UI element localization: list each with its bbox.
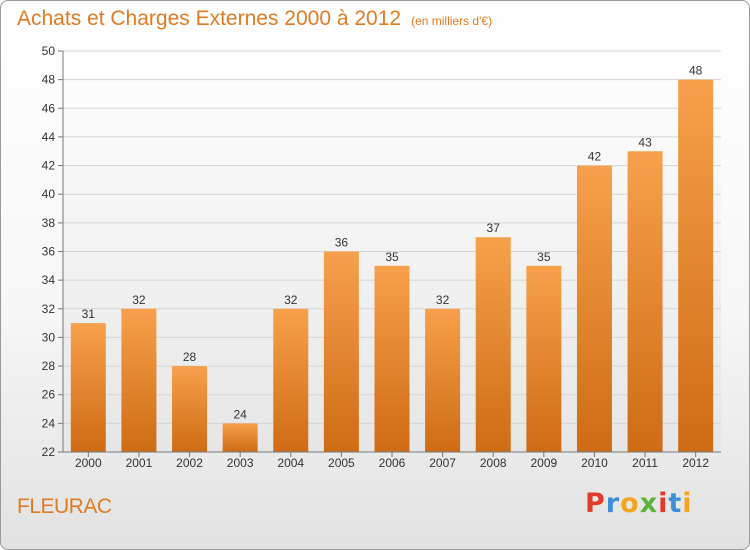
x-tick-label: 2007 xyxy=(429,456,456,470)
x-tick-label: 2006 xyxy=(379,456,406,470)
bar xyxy=(627,151,663,452)
x-tick-label: 2002 xyxy=(176,456,203,470)
data-label: 31 xyxy=(82,307,96,321)
unit-label: (en milliers d'€) xyxy=(411,14,493,28)
data-label: 43 xyxy=(638,135,652,149)
y-tick-label: 48 xyxy=(42,73,56,87)
y-tick-label: 50 xyxy=(42,44,56,58)
data-label: 24 xyxy=(233,407,247,421)
y-tick-label: 24 xyxy=(42,416,56,430)
x-tick-label: 2010 xyxy=(581,456,608,470)
y-tick-label: 46 xyxy=(42,101,56,115)
data-label: 35 xyxy=(385,250,399,264)
data-label: 37 xyxy=(487,221,501,235)
x-tick-label: 2004 xyxy=(277,456,304,470)
y-tick-label: 36 xyxy=(42,245,56,259)
x-axis: 2000 2001 2002 2003 2004 2005 2006 2007 2008 2009… xyxy=(63,451,721,470)
data-label: 32 xyxy=(132,293,146,307)
y-tick-label: 26 xyxy=(42,388,56,402)
bar xyxy=(273,308,309,452)
logo-letter: t xyxy=(668,488,683,519)
logo-letter: i xyxy=(682,488,693,519)
x-tick-label: 2003 xyxy=(227,456,254,470)
logo-letter: x xyxy=(639,488,659,519)
logo-letter: o xyxy=(620,488,640,519)
y-axis: 22 24 26 28 30 32 34 36 38 40 42 44 46 48 50 xyxy=(42,44,64,459)
data-label: 48 xyxy=(689,64,703,78)
y-tick-label: 32 xyxy=(42,302,56,316)
data-label: 28 xyxy=(183,350,197,364)
data-label: 35 xyxy=(537,250,551,264)
bar xyxy=(425,308,461,452)
x-tick-label: 2012 xyxy=(682,456,709,470)
data-label: 32 xyxy=(436,293,450,307)
proxiti-logo: Proxiti xyxy=(585,488,693,519)
bar xyxy=(70,323,106,452)
x-tick-label: 2009 xyxy=(530,456,557,470)
y-tick-label: 28 xyxy=(42,359,56,373)
x-tick-label: 2005 xyxy=(328,456,355,470)
bar xyxy=(526,265,562,452)
chart-title: Achats et Charges Externes 2000 à 2012 (e… xyxy=(17,7,492,31)
x-tick-label: 2001 xyxy=(126,456,153,470)
bar xyxy=(374,265,410,452)
data-labels: 31 32 28 24 32 36 35 32 37 35 42 43 48 xyxy=(82,64,703,422)
x-tick-label: 2008 xyxy=(480,456,507,470)
y-tick-label: 34 xyxy=(42,273,56,287)
logo-letter: P xyxy=(585,488,606,519)
x-tick-label: 2011 xyxy=(632,456,658,470)
bar xyxy=(172,366,208,452)
data-label: 36 xyxy=(335,236,349,250)
data-label: 32 xyxy=(284,293,298,307)
y-tick-label: 42 xyxy=(42,159,56,173)
bar xyxy=(121,308,157,452)
bar xyxy=(576,165,612,453)
bars xyxy=(70,79,714,453)
logo-letter: i xyxy=(658,488,669,519)
bar xyxy=(323,251,359,452)
title-text: Achats et Charges Externes 2000 à 2012 xyxy=(17,7,402,30)
commune-name: FLEURAC xyxy=(17,495,112,518)
x-tick-label: 2000 xyxy=(75,456,102,470)
logo-letter: r xyxy=(605,488,621,519)
y-tick-label: 30 xyxy=(42,330,56,344)
y-tick-label: 44 xyxy=(42,130,56,144)
y-tick-label: 22 xyxy=(42,445,56,459)
y-tick-label: 38 xyxy=(42,216,56,230)
data-label: 42 xyxy=(588,150,602,164)
bar xyxy=(678,79,714,453)
bar xyxy=(475,237,511,452)
bar xyxy=(222,423,258,452)
y-tick-label: 40 xyxy=(42,187,56,201)
